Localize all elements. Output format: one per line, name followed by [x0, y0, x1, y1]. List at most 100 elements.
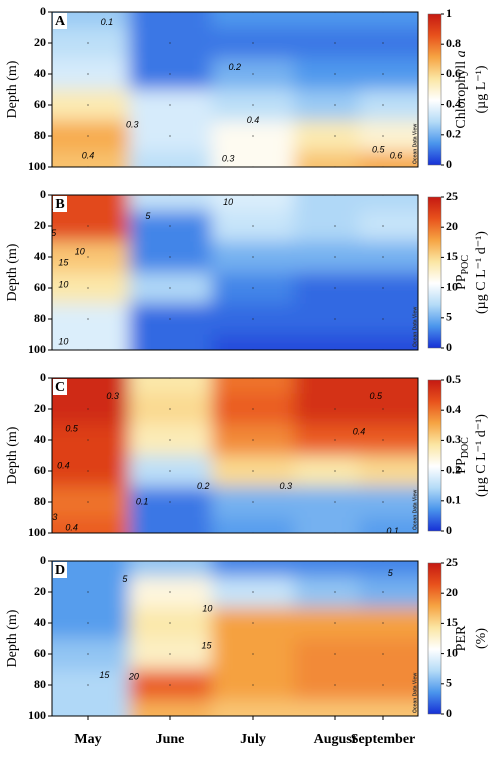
contour-label: 10 — [75, 247, 85, 257]
field-cell — [359, 272, 418, 304]
field-cell — [294, 151, 360, 167]
contour-label: 0.4 — [82, 151, 95, 161]
field-cell — [359, 638, 418, 670]
colorbar-tick-label: 0 — [446, 523, 452, 537]
y-axis-label: Depth (m) — [5, 60, 20, 118]
y-tick-label: 100 — [28, 342, 46, 356]
station-dot — [382, 256, 384, 258]
contour-label: 0.6 — [390, 151, 403, 161]
contour-label: 25 — [45, 228, 57, 238]
contour-label: 20 — [128, 672, 139, 682]
y-tick-label: 20 — [34, 35, 46, 49]
station-dot — [334, 684, 336, 686]
contour-label: 0.5 — [372, 144, 386, 154]
field-cell — [294, 378, 360, 394]
contour-label: 5 — [145, 211, 151, 221]
station-dot — [334, 470, 336, 472]
contour-label: 0.4 — [65, 523, 78, 533]
station-dot — [87, 318, 89, 320]
x-tick-label: August — [314, 732, 357, 747]
field-cell — [52, 576, 130, 608]
field-cell — [359, 12, 418, 28]
field-cell — [294, 561, 360, 577]
station-dot — [169, 42, 171, 44]
contour-label: 0.3 — [45, 512, 58, 522]
field-cell — [52, 378, 130, 394]
station-dot — [252, 501, 254, 503]
colorbar-tick-label: 0.1 — [446, 493, 461, 507]
field-cell — [359, 58, 418, 90]
y-tick-label: 60 — [34, 463, 46, 477]
y-axis-label: Depth (m) — [5, 609, 20, 667]
colorbar-tick-label: 0 — [446, 706, 452, 720]
station-dot — [382, 684, 384, 686]
station-dot — [334, 318, 336, 320]
contour-label: 0.4 — [353, 427, 366, 437]
station-dot — [169, 622, 171, 624]
field-cell — [359, 195, 418, 211]
station-dot — [87, 439, 89, 441]
colorbar-unit: (µg L⁻¹) — [474, 65, 489, 113]
station-dot — [252, 439, 254, 441]
station-dot — [252, 622, 254, 624]
station-dot — [334, 439, 336, 441]
colorbar-unit: (µg C L⁻¹ d⁻¹) — [474, 231, 489, 314]
x-tick-label: June — [156, 732, 185, 747]
field-cell — [294, 27, 360, 59]
field-cell — [294, 89, 360, 121]
station-dot — [169, 501, 171, 503]
colorbar-tick-label: 0.8 — [446, 36, 461, 50]
x-tick-label: September — [351, 732, 416, 747]
field-cell — [359, 576, 418, 608]
field-cell — [294, 669, 360, 701]
field-cell — [52, 151, 130, 167]
field-cell — [129, 12, 212, 28]
field-cell — [294, 638, 360, 670]
field-cell — [359, 486, 418, 518]
field-cell — [294, 486, 360, 518]
panel-label-box — [53, 379, 67, 395]
station-dot — [87, 653, 89, 655]
field-cell — [52, 120, 130, 152]
field-cell — [294, 455, 360, 487]
contour-label: 5 — [388, 568, 394, 578]
field-cell — [359, 27, 418, 59]
field-cell — [52, 638, 130, 670]
colorbar-tick-label: 0.2 — [446, 127, 461, 141]
field-cell — [52, 517, 130, 533]
field-cell — [52, 669, 130, 701]
field-cell — [129, 378, 212, 394]
station-dot — [87, 73, 89, 75]
station-dot — [252, 73, 254, 75]
contour-label: 0.3 — [280, 481, 293, 491]
y-tick-label: 100 — [28, 525, 46, 539]
colorbar-tick-label: 25 — [446, 189, 458, 203]
field-cell — [359, 303, 418, 335]
field-cell — [359, 669, 418, 701]
station-dot — [334, 42, 336, 44]
station-dot — [334, 408, 336, 410]
colorbar-tick-label: 0.4 — [446, 402, 461, 416]
contour-label: 15 — [99, 670, 110, 680]
station-dot — [169, 256, 171, 258]
station-dot — [382, 73, 384, 75]
field: 0.3 0.5 0.4 0.5 0.4 0.3 0.2 0.1 0.1 0.3 0.4 — [45, 378, 418, 533]
field-cell — [294, 210, 360, 242]
field-cell — [359, 424, 418, 456]
station-dot — [169, 684, 171, 686]
field-cell — [211, 700, 295, 716]
field-cell — [359, 455, 418, 487]
field-cell — [294, 517, 360, 533]
y-tick-label: 80 — [34, 128, 46, 142]
colorbar-tick-label: 0.2 — [446, 462, 461, 476]
station-dot — [382, 439, 384, 441]
field-cell — [359, 210, 418, 242]
watermark: Ocean Data View — [412, 673, 418, 713]
colorbar-tick-label: 20 — [446, 219, 458, 233]
y-tick-label: 0 — [40, 553, 46, 567]
field: 202515101010510 — [45, 195, 418, 350]
field-cell — [294, 195, 360, 211]
colorbar — [427, 196, 442, 349]
colorbar-tick-label: 15 — [446, 615, 458, 629]
